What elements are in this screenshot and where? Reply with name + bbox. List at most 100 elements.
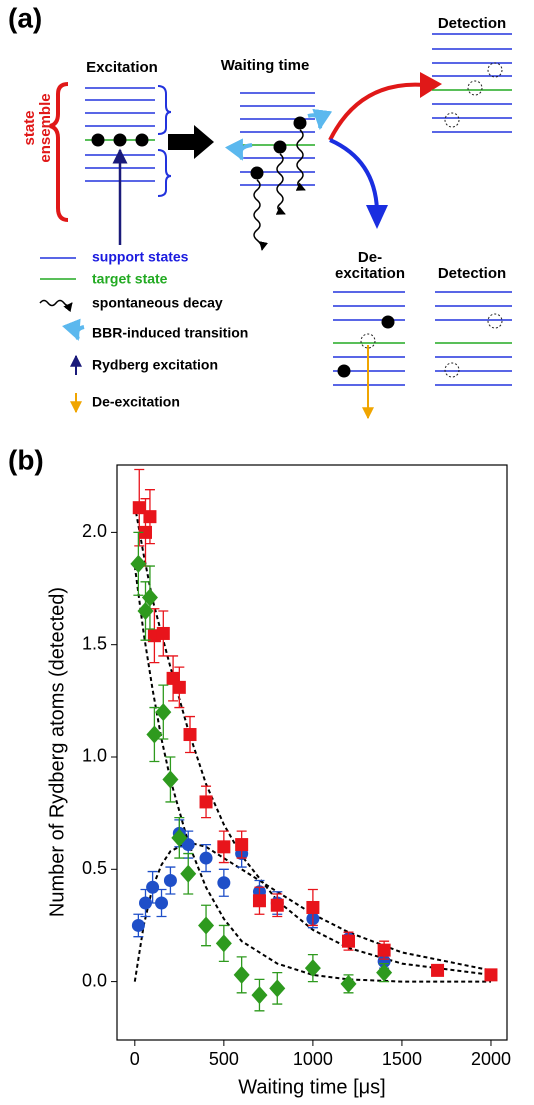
data-point	[181, 838, 195, 852]
data-point	[252, 894, 266, 908]
legend-label: spontaneous decay	[92, 295, 223, 311]
stage-title: Detection	[438, 15, 506, 32]
legend-label: Rydberg excitation	[92, 357, 218, 373]
data-point	[376, 963, 393, 982]
bbr-arrow	[225, 138, 253, 161]
y-tick-label: 0.0	[82, 970, 107, 990]
ensemble-label: state	[21, 110, 38, 145]
data-point	[377, 943, 391, 957]
data-point	[143, 510, 157, 524]
fit-curve	[133, 565, 491, 983]
data-point	[377, 954, 391, 968]
empty-atom	[487, 62, 503, 78]
legend-label: De-excitation	[92, 394, 180, 410]
stage-title: Detection	[438, 265, 506, 282]
empty-atom	[444, 112, 460, 128]
data-point	[131, 918, 145, 932]
y-tick-label: 1.0	[82, 746, 107, 766]
data-point	[340, 974, 357, 993]
data-point	[235, 838, 249, 852]
y-tick-label: 0.5	[82, 858, 107, 878]
atom	[381, 315, 395, 329]
legend-label: target state	[92, 271, 168, 287]
data-point	[304, 959, 321, 978]
x-tick-label: 2000	[471, 1049, 511, 1069]
panel-label: (a)	[8, 2, 42, 33]
x-tick-label: 1000	[293, 1049, 333, 1069]
atom	[273, 140, 287, 154]
stage-title: De-	[358, 249, 382, 266]
legend-icon	[62, 318, 85, 341]
data-point	[431, 963, 445, 977]
data-point	[163, 874, 177, 888]
panel-label: (b)	[8, 444, 44, 475]
stage-title: Excitation	[86, 59, 158, 76]
path-arrow-head	[366, 205, 388, 229]
data-point	[155, 896, 169, 910]
x-tick-label: 500	[209, 1049, 239, 1069]
atom	[250, 166, 264, 180]
levels	[435, 291, 512, 386]
blue-brace	[157, 85, 172, 197]
bbr-arrow	[307, 108, 333, 130]
path-arrow	[329, 138, 379, 211]
data-point	[138, 525, 152, 539]
data-point	[217, 840, 231, 854]
data-point	[215, 934, 232, 953]
data-point	[198, 916, 215, 935]
atom	[293, 116, 307, 130]
x-tick-label: 1500	[382, 1049, 422, 1069]
legend-label: BBR-induced transition	[92, 325, 248, 341]
atom	[337, 364, 351, 378]
empty-atom	[444, 362, 460, 378]
atom	[91, 133, 105, 147]
plot-frame	[116, 464, 508, 1041]
atom	[113, 133, 127, 147]
data-point	[306, 900, 320, 914]
data-point	[217, 876, 231, 890]
data-point	[199, 795, 213, 809]
decay-arrow	[253, 179, 268, 251]
y-tick-label: 2.0	[82, 521, 107, 541]
data-point	[171, 828, 188, 847]
red-brace	[49, 82, 69, 222]
data-point	[132, 501, 146, 515]
decay-arrow	[295, 129, 306, 191]
data-point	[183, 728, 197, 742]
y-axis-label: Number of Rydberg atoms (detected)	[46, 587, 68, 917]
ensemble-label: ensemble	[37, 93, 54, 162]
y-tick-label: 1.5	[82, 633, 107, 653]
x-tick-label: 0	[130, 1049, 140, 1069]
block-arrow	[168, 125, 214, 159]
path-arrow-head	[420, 72, 442, 98]
decay-arrow	[275, 153, 286, 215]
data-point	[180, 864, 197, 883]
data-point	[269, 979, 286, 998]
data-point	[146, 880, 160, 894]
data-point	[233, 965, 250, 984]
x-axis-label: Waiting time [μs]	[238, 1076, 385, 1098]
panel-a: (a) Excitation Waiting time Detection De…	[8, 2, 512, 420]
stage-title: Waiting time	[221, 57, 310, 74]
data-point	[155, 703, 172, 722]
data-point	[342, 934, 356, 948]
legend-label: support states	[92, 249, 189, 265]
data-point	[162, 770, 179, 789]
levels	[432, 33, 512, 133]
data-point	[141, 588, 158, 607]
legend-icon	[39, 299, 73, 313]
empty-atom	[487, 313, 503, 329]
panel-b: (b) Waiting time [μs] Number of Rydberg …	[8, 444, 511, 1098]
data-point	[138, 896, 152, 910]
data-point	[156, 626, 170, 640]
atom	[135, 133, 149, 147]
data-point	[484, 968, 498, 982]
path-arrow	[328, 82, 426, 141]
empty-atom	[360, 333, 376, 349]
data-point	[270, 898, 284, 912]
empty-atom	[467, 80, 483, 96]
data-point	[172, 680, 186, 694]
data-point	[130, 554, 147, 573]
data-point	[251, 986, 268, 1005]
